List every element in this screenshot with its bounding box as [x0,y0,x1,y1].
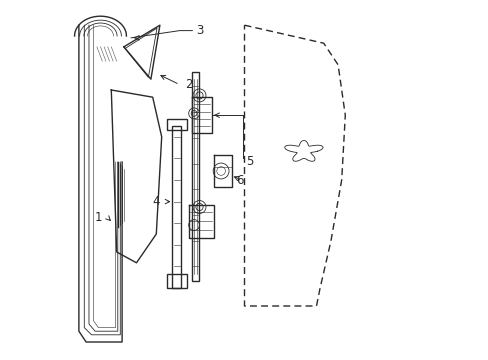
Text: 6: 6 [236,174,244,186]
Text: 1: 1 [95,211,102,224]
Text: 2: 2 [185,78,192,91]
Text: 4: 4 [152,195,160,208]
Text: 3: 3 [196,24,203,37]
Text: 5: 5 [246,156,253,168]
